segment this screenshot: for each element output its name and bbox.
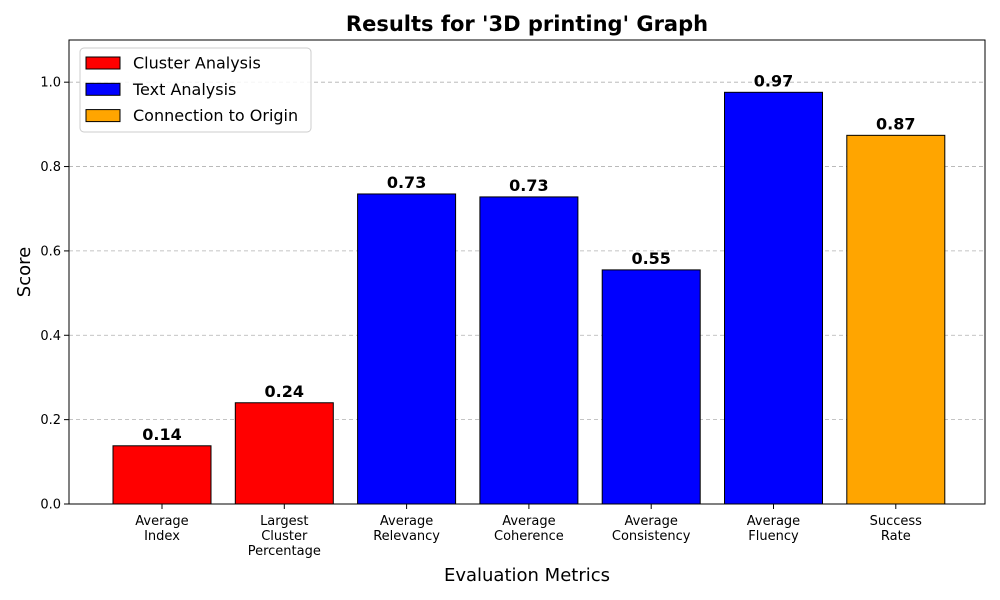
x-tick-label-line: Largest — [260, 514, 308, 529]
legend-label: Connection to Origin — [133, 106, 298, 125]
legend: Cluster Analysis Text Analysis Connection … — [79, 47, 312, 133]
x-tick-label: Largest Cluster Percentage — [248, 514, 321, 559]
bar — [479, 196, 579, 505]
y-axis: 0.0 0.2 0.4 0.6 0.8 1.0 — [40, 76, 69, 513]
y-axis-label: Score — [14, 247, 35, 297]
axes-frame — [68, 39, 986, 505]
x-tick-label: Average Relevancy — [373, 514, 440, 544]
bar — [112, 445, 212, 505]
x-tick-label-line: Cluster — [261, 529, 308, 544]
x-tick-label-line: Success — [870, 514, 923, 529]
bar — [724, 91, 823, 505]
bar — [357, 193, 457, 505]
bars: 0.14 0.24 0.73 0.73 0.55 0.97 0.87 — [112, 71, 946, 505]
legend-box — [79, 47, 312, 133]
legend-swatch — [85, 56, 121, 70]
x-tick-label-line: Index — [144, 529, 180, 544]
x-tick-label-line: Average — [380, 514, 433, 529]
x-tick-label-line: Relevancy — [373, 529, 440, 544]
y-tick-label: 1.0 — [40, 76, 61, 91]
legend-label: Cluster Analysis — [133, 54, 261, 73]
x-tick-label-line: Percentage — [248, 544, 321, 559]
legend-swatch — [85, 82, 121, 96]
x-tick-label: Success Rate — [870, 514, 923, 544]
y-tick-label: 0.6 — [40, 244, 61, 259]
bar-value-label: 0.97 — [754, 71, 793, 90]
x-tick-label-line: Consistency — [612, 529, 691, 544]
bar-value-label: 0.73 — [387, 173, 426, 192]
bar — [234, 402, 334, 505]
y-tick-label: 0.8 — [40, 160, 61, 175]
y-tick-label: 0.0 — [40, 498, 61, 513]
x-tick-label-line: Average — [502, 514, 555, 529]
y-tick-label: 0.4 — [40, 329, 61, 344]
x-tick-label: Average Coherence — [494, 514, 564, 544]
bar-value-label: 0.87 — [876, 114, 915, 133]
x-tick-label-line: Average — [747, 514, 800, 529]
legend-label: Text Analysis — [132, 80, 236, 99]
bar-value-label: 0.55 — [631, 249, 670, 268]
x-tick-label-line: Fluency — [748, 529, 799, 544]
x-tick-label: Average Consistency — [612, 514, 691, 544]
x-tick-label-line: Average — [135, 514, 188, 529]
bar — [601, 269, 701, 505]
bar-value-label: 0.14 — [142, 425, 181, 444]
x-tick-label-line: Average — [625, 514, 678, 529]
bar-value-label: 0.24 — [265, 382, 304, 401]
x-tick-label-line: Rate — [881, 529, 911, 544]
x-tick-label: Average Fluency — [747, 514, 800, 544]
chart-title: Results for '3D printing' Graph — [346, 12, 708, 36]
bar-value-label: 0.73 — [509, 176, 548, 195]
bar — [846, 134, 946, 505]
x-tick-label: Average Index — [135, 514, 188, 544]
legend-swatch — [85, 109, 121, 123]
x-axis-label: Evaluation Metrics — [444, 565, 610, 586]
y-tick-label: 0.2 — [40, 413, 61, 428]
x-tick-label-line: Coherence — [494, 529, 564, 544]
